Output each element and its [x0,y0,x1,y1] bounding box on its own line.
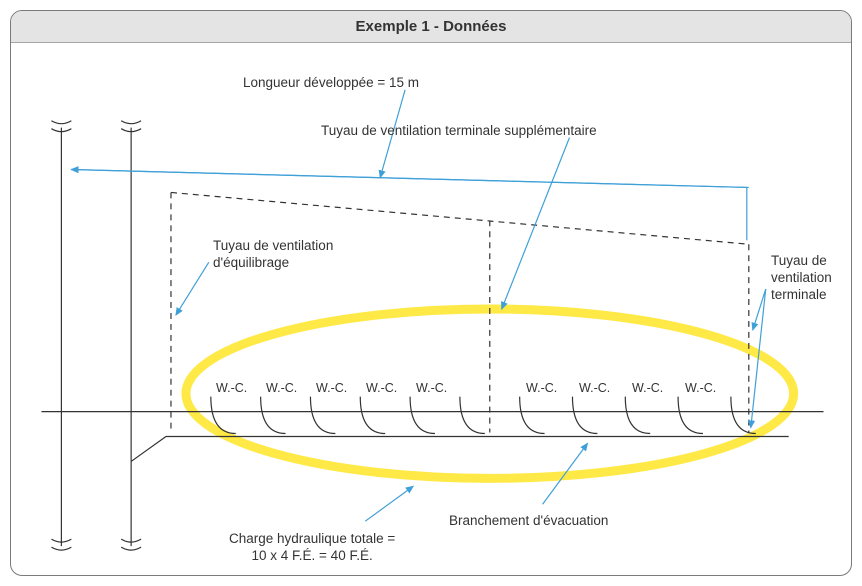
wc-label: W.-C. [685,381,716,395]
panel-title: Exemple 1 - Données [11,11,851,43]
length-extent-line [71,170,746,241]
length-extent-arrow-left [71,170,748,188]
label-branchement: Branchement d'évacuation [449,513,608,530]
wc-trap-extra [460,397,485,434]
wc-label: W.-C. [366,381,397,395]
wc-label: W.-C. [216,381,247,395]
label-supplementaire: Tuyau de ventilation terminale supplémen… [321,123,597,140]
diagram-area: Longueur développée = 15 m Tuyau de vent… [11,43,851,575]
wc-label: W.-C. [416,381,447,395]
wc-label: W.-C. [526,381,557,395]
example-panel: Exemple 1 - Données [10,10,852,576]
label-longueur: Longueur développée = 15 m [243,75,419,92]
wc-traps-right [520,397,756,434]
wc-label: W.-C. [316,381,347,395]
wc-label: W.-C. [632,381,663,395]
wc-traps-left [211,397,435,434]
label-charge: Charge hydraulique totale = 10 x 4 F.É. … [229,531,395,565]
label-terminale: Tuyau de ventilation terminale [771,253,832,304]
sloped-vent [171,192,749,244]
wc-label: W.-C. [579,381,610,395]
wc-label: W.-C. [266,381,297,395]
label-equilibrage: Tuyau de ventilation d'équilibrage [213,238,333,272]
charge-callout [365,486,413,521]
equilibrage-callout [176,262,209,315]
